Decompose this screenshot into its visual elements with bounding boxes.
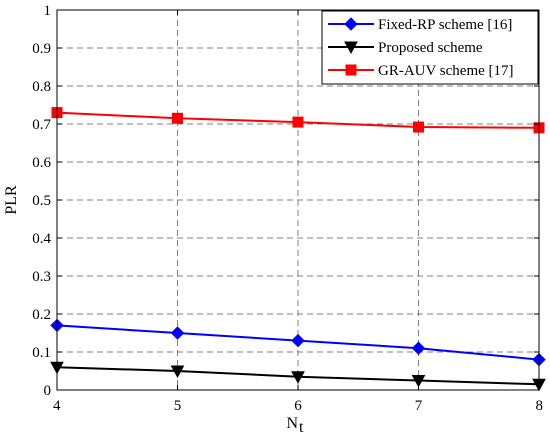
- series-diamond: [50, 318, 546, 367]
- data-point: [292, 116, 304, 128]
- y-tick-label: 0.5: [32, 193, 51, 209]
- legend-item: GR-AUV scheme [17]: [328, 63, 514, 79]
- data-point: [291, 333, 305, 348]
- data-point: [170, 326, 185, 340]
- y-tick-label: 0.3: [32, 269, 51, 285]
- y-tick-label: 0.2: [32, 307, 51, 323]
- legend-label: Proposed scheme: [378, 40, 483, 56]
- data-point: [172, 112, 183, 124]
- y-tick-label: 0.1: [32, 345, 51, 361]
- data-point: [411, 375, 426, 388]
- tick-group: 0 0.1 0.2 0.3 0.4 0.5 0.6 0.7 0.8 0.9 1 4 5 6 7 8: [32, 3, 543, 414]
- legend-label: GR-AUV scheme [17]: [378, 63, 514, 79]
- y-tick-label: 0.4: [32, 231, 51, 247]
- data-point: [170, 365, 185, 379]
- y-tick-label: 0.6: [32, 155, 51, 171]
- x-axis-label: N: [286, 415, 298, 432]
- legend-marker: [345, 64, 357, 76]
- legend-marker: [344, 17, 358, 31]
- y-tick-label: 0: [44, 383, 52, 399]
- y-tick-label: 1: [44, 3, 52, 19]
- y-tick-label: 0.7: [32, 117, 51, 133]
- x-tick-label: 8: [536, 398, 544, 414]
- y-tick-label: 0.8: [32, 79, 51, 95]
- series-square: [51, 107, 545, 134]
- series-group: [50, 107, 546, 392]
- legend-marker: [344, 41, 358, 55]
- data-point: [413, 121, 424, 133]
- legend: Fixed-RP scheme [16] Proposed scheme GR-AU…: [321, 10, 539, 85]
- data-point: [411, 341, 426, 355]
- legend-label: Fixed-RP scheme [16]: [378, 17, 512, 33]
- y-axis-label: PLR: [3, 185, 20, 215]
- x-tick-label: 5: [174, 398, 182, 414]
- x-axis-label-main: N: [286, 415, 298, 432]
- legend-item: Fixed-RP scheme [16]: [328, 17, 512, 33]
- x-tick-label: 4: [53, 398, 61, 414]
- data-point: [291, 371, 305, 384]
- legend-item: Proposed scheme: [328, 40, 483, 56]
- x-tick-label: 6: [294, 398, 302, 414]
- y-tick-label: 0.9: [32, 41, 51, 57]
- x-tick-label: 7: [415, 398, 423, 414]
- x-axis-label-subscript: t: [299, 419, 304, 436]
